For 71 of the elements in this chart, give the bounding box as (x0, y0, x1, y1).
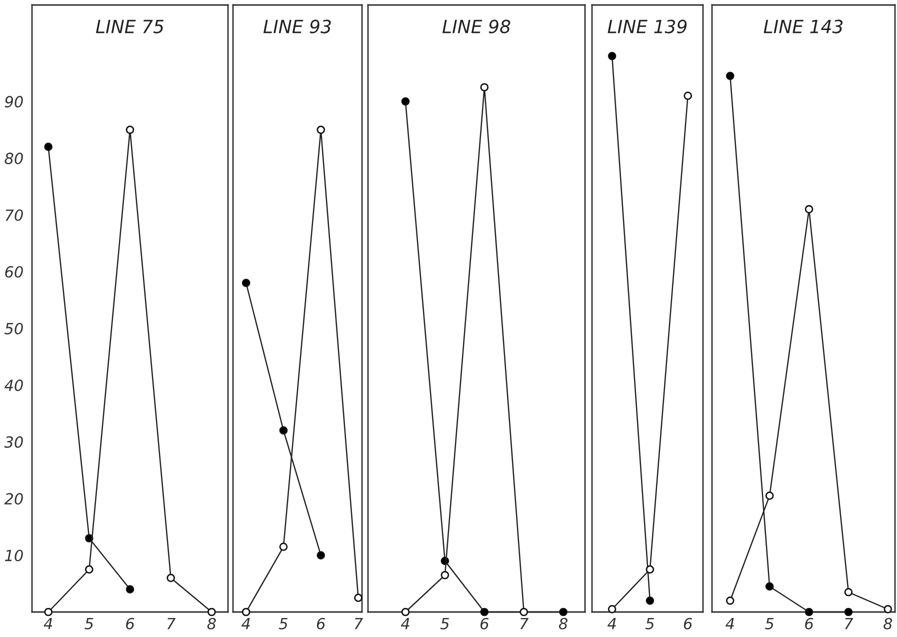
point (684, 92, 692, 100)
point (559, 608, 568, 616)
text: LINE 75 (96, 20, 164, 34)
point (279, 542, 288, 551)
x-tick-label: 6 (805, 618, 814, 630)
y-tick-label: 90 (4, 96, 23, 108)
x-tick-label: 4 (400, 618, 410, 630)
point (646, 596, 654, 605)
point (884, 604, 892, 614)
y-tick-label: 60 (5, 266, 23, 278)
point (726, 596, 734, 605)
point (44, 142, 52, 151)
x-tick-label: 7 (845, 618, 854, 630)
x-tick-label: 4 (242, 618, 250, 630)
x-tick-label: 6 (684, 618, 692, 630)
x-tick-label: 6 (480, 618, 489, 630)
point (646, 565, 654, 574)
point (208, 608, 216, 616)
point (85, 565, 94, 574)
point (608, 604, 616, 614)
x-tick-label: 7 (167, 618, 176, 630)
y-tick-label: 80 (4, 152, 23, 164)
point (279, 426, 288, 435)
point (166, 574, 175, 582)
text: LINE 93 (263, 20, 331, 34)
x-tick-label: 4 (726, 618, 734, 630)
point (44, 608, 52, 616)
y-tick-label: 20 (4, 493, 23, 505)
point (480, 83, 489, 92)
point (480, 608, 489, 616)
point (401, 608, 410, 616)
x-tick-label: 8 (558, 618, 568, 630)
y-tick-label: 50 (4, 322, 23, 334)
point (520, 608, 528, 616)
text: LINE 143 (764, 20, 843, 34)
point (242, 608, 250, 616)
text: LINE 98 (442, 20, 510, 34)
point (126, 585, 134, 594)
x-tick-label: 5 (440, 618, 449, 630)
point (354, 594, 362, 602)
x-tick-label: 4 (607, 618, 616, 630)
point (804, 205, 814, 214)
point (126, 126, 134, 134)
y-tick-label: 40 (4, 380, 23, 392)
point (242, 278, 250, 288)
x-tick-label: 8 (207, 618, 216, 630)
point (844, 588, 853, 596)
point (765, 492, 774, 500)
x-tick-label: 6 (126, 618, 134, 630)
x-tick-label: 7 (354, 618, 363, 630)
x-tick-label: 7 (520, 618, 529, 630)
point (844, 608, 853, 616)
point (608, 52, 616, 60)
y-tick-label: 70 (6, 209, 23, 221)
point (804, 608, 814, 616)
x-tick-label: 6 (316, 618, 326, 630)
x-tick-label: 5 (278, 618, 288, 630)
point (401, 97, 410, 106)
point (440, 570, 450, 580)
x-tick-label: 5 (84, 618, 94, 630)
x-tick-label: 5 (645, 618, 654, 630)
x-tick-label: 8 (884, 618, 892, 630)
x-tick-label: 5 (765, 618, 774, 630)
text: LINE 139 (608, 20, 687, 34)
point (726, 72, 734, 80)
y-tick-label: 10 (4, 550, 23, 562)
x-tick-label: 4 (44, 618, 52, 630)
point (316, 126, 326, 134)
point (316, 551, 326, 560)
y-tick-label: 30 (4, 436, 23, 448)
point (765, 582, 774, 591)
